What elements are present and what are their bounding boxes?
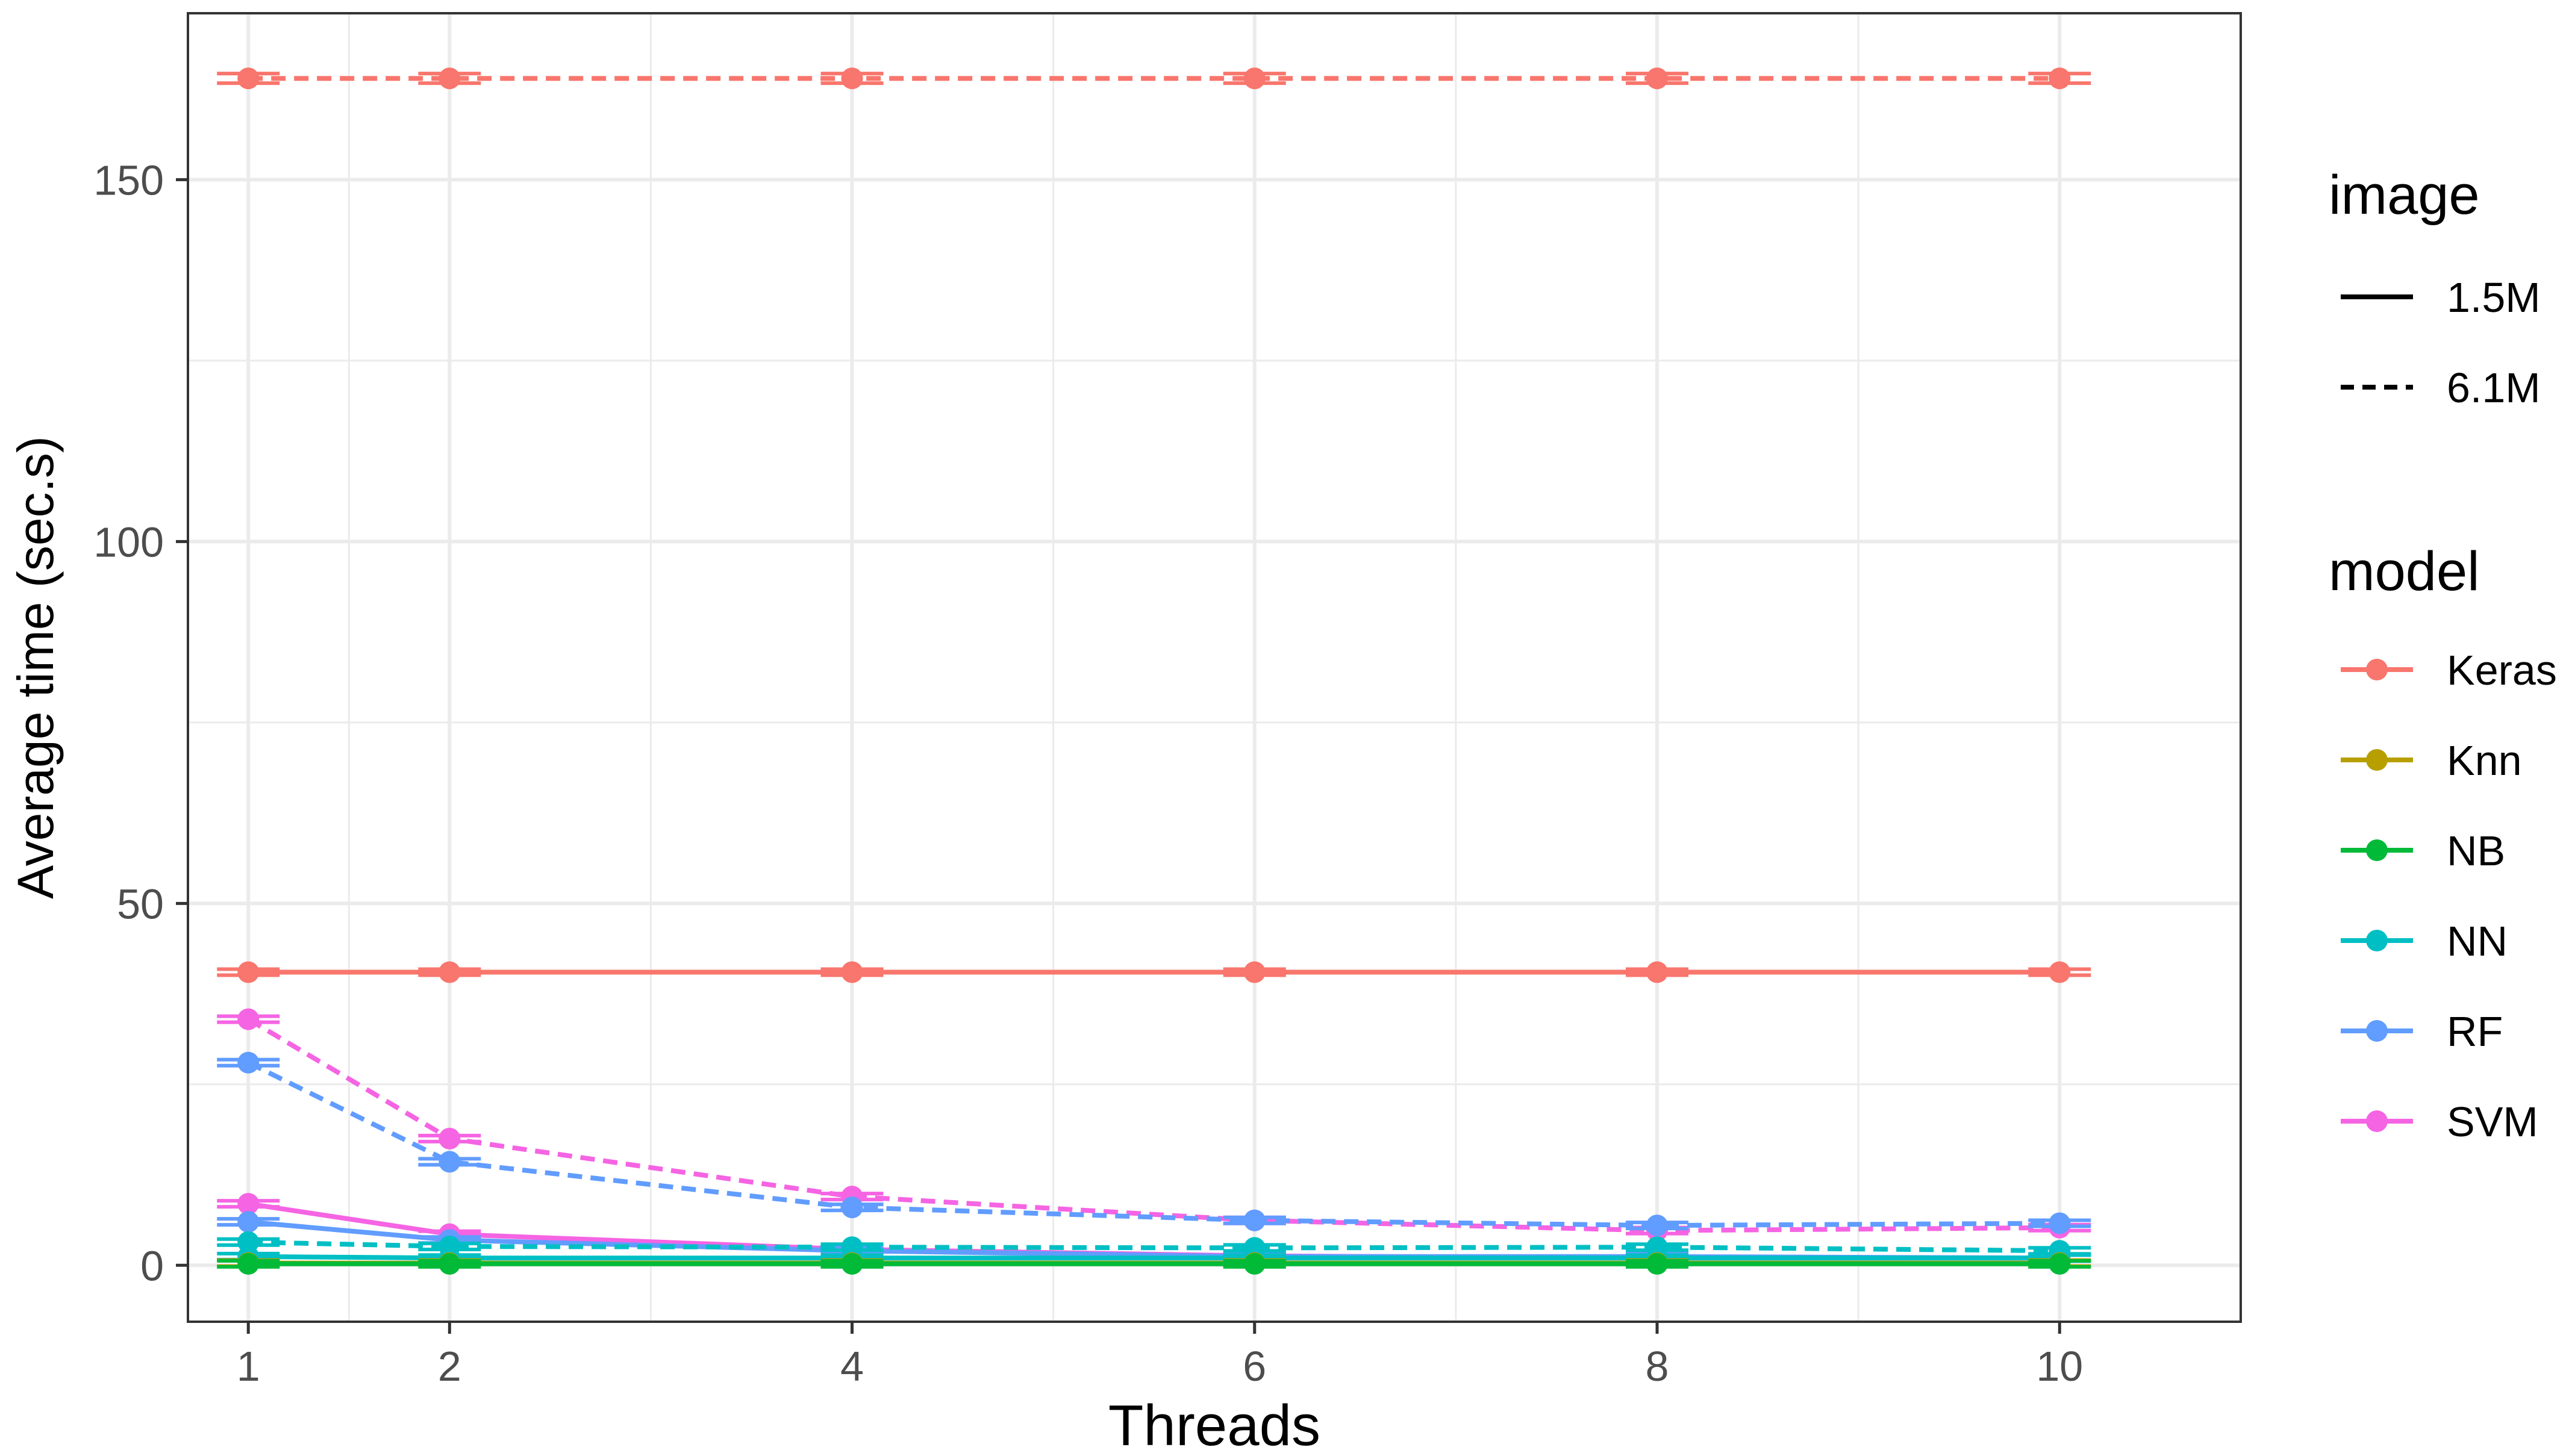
data-point bbox=[237, 1252, 260, 1275]
x-tick-label: 8 bbox=[1646, 1343, 1669, 1390]
data-point bbox=[439, 1127, 461, 1150]
legend-label: SVM bbox=[2447, 1098, 2538, 1145]
series-line bbox=[247, 1017, 2060, 1233]
data-point bbox=[1646, 961, 1669, 983]
legend-label: NB bbox=[2447, 827, 2505, 874]
grid bbox=[188, 13, 2241, 1322]
legend-label: NN bbox=[2447, 918, 2508, 965]
data-point bbox=[439, 961, 461, 983]
legend-image: image 1.5M 6.1M bbox=[2329, 164, 2541, 411]
data-point bbox=[1646, 1215, 1669, 1237]
data-point bbox=[2049, 1252, 2071, 1275]
data-point bbox=[841, 67, 863, 90]
data-point bbox=[1243, 67, 1266, 90]
y-axis: 0 50 100 150 bbox=[93, 157, 188, 1289]
x-tick-label: 1 bbox=[237, 1343, 260, 1390]
legend-label: RF bbox=[2447, 1008, 2503, 1055]
y-tick-label: 150 bbox=[93, 157, 164, 204]
data-point bbox=[237, 1193, 260, 1215]
series-line bbox=[247, 1060, 2060, 1228]
y-tick-label: 0 bbox=[140, 1242, 164, 1289]
y-axis-title: Average time (sec.s) bbox=[7, 436, 64, 899]
series-line bbox=[248, 1239, 2060, 1254]
x-tick-label: 2 bbox=[438, 1343, 461, 1390]
data-point bbox=[237, 961, 260, 983]
data-point bbox=[237, 1051, 260, 1074]
legend-key-point bbox=[2366, 839, 2388, 861]
plot-panel bbox=[188, 13, 2241, 1322]
x-tick-label: 6 bbox=[1243, 1343, 1266, 1390]
data-point bbox=[2049, 961, 2071, 983]
data-point bbox=[1646, 67, 1669, 90]
data-point bbox=[1243, 1209, 1266, 1231]
y-tick-label: 50 bbox=[117, 880, 164, 927]
data-point bbox=[237, 67, 260, 90]
legend-key-point bbox=[2366, 1110, 2388, 1132]
series-nb-1-5m bbox=[217, 1252, 2091, 1275]
legend-label: Knn bbox=[2447, 737, 2522, 784]
data-point bbox=[237, 1211, 260, 1233]
data-point bbox=[439, 1151, 461, 1173]
data-point bbox=[841, 1196, 863, 1219]
data-point bbox=[841, 1252, 863, 1275]
data-point bbox=[1646, 1252, 1669, 1275]
y-tick-label: 100 bbox=[93, 518, 164, 565]
data-point bbox=[841, 961, 863, 983]
legend-key-point bbox=[2366, 930, 2388, 951]
legend-key-point bbox=[2366, 749, 2388, 771]
panel-border bbox=[187, 12, 2242, 1323]
data-point bbox=[439, 67, 461, 90]
series-rf-6-1m bbox=[217, 1051, 2091, 1237]
data-point bbox=[237, 1008, 260, 1030]
x-tick-label: 10 bbox=[2036, 1343, 2083, 1390]
legend-label: 1.5M bbox=[2447, 274, 2541, 321]
data-point bbox=[2049, 1212, 2071, 1234]
data-point bbox=[1243, 1252, 1266, 1275]
legend-image-title: image bbox=[2329, 164, 2480, 226]
legend-key-point bbox=[2366, 659, 2388, 680]
series-line bbox=[248, 1254, 2060, 1261]
x-axis: 1 2 4 6 8 10 bbox=[237, 1322, 2083, 1390]
data-point bbox=[2049, 67, 2071, 90]
series-keras-1-5m bbox=[217, 961, 2091, 983]
legend-key-point bbox=[2366, 1020, 2388, 1042]
legend-label: 6.1M bbox=[2447, 364, 2541, 411]
x-axis-title: Threads bbox=[1108, 1393, 1320, 1456]
data-point bbox=[1243, 961, 1266, 983]
legend-label: Keras bbox=[2447, 647, 2557, 694]
legend-model-title: model bbox=[2329, 541, 2480, 602]
x-tick-label: 4 bbox=[840, 1343, 864, 1390]
series-keras-6-1m bbox=[217, 67, 2091, 90]
legend-model: model Keras Knn NB NN RF SVM bbox=[2329, 541, 2557, 1145]
data-point bbox=[439, 1252, 461, 1275]
plot-series bbox=[217, 67, 2091, 1275]
